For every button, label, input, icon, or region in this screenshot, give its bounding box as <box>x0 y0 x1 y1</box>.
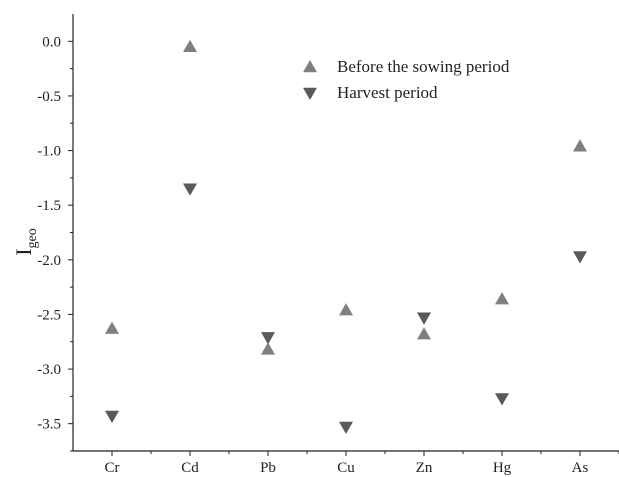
harvest-point <box>339 421 353 434</box>
x-tick-label: Cu <box>337 460 355 476</box>
y-tick-label: 0.0 <box>42 34 61 50</box>
legend: Before the sowing period Harvest period <box>303 57 510 102</box>
x-tick-label: Cr <box>105 460 120 476</box>
before-sowing-point <box>573 139 587 152</box>
harvest-point <box>105 410 119 424</box>
before-sowing-point <box>183 39 197 53</box>
x-tick-label: Zn <box>416 460 433 476</box>
x-tick-label: As <box>572 460 589 476</box>
y-tick-label: -1.0 <box>37 144 61 160</box>
x-tick-label: Pb <box>260 460 276 476</box>
y-tick-label: -3.0 <box>37 362 61 378</box>
y-tick-label: -1.5 <box>37 198 61 214</box>
y-axis-label-main: I <box>11 248 36 255</box>
data-markers <box>105 39 587 434</box>
legend-marker <box>303 87 317 100</box>
before-sowing-point <box>105 321 119 334</box>
x-ticks: Cr Cd Pb Cu Zn Hg As <box>105 451 619 476</box>
harvest-point <box>261 332 275 345</box>
y-axis-label: Igeo <box>11 228 40 256</box>
before-sowing-point <box>339 303 353 316</box>
y-axis-label-subscript: geo <box>25 228 40 248</box>
harvest-point <box>417 312 431 325</box>
y-tick-label: -0.5 <box>37 89 61 105</box>
y-tick-label: -2.5 <box>37 307 61 323</box>
x-tick-label: Cd <box>181 460 199 476</box>
axes <box>72 14 619 452</box>
before-sowing-point <box>261 342 275 355</box>
y-ticks: 0.0 -0.5 -1.0 -1.5 -2.0 -2.5 -3.0 -3.5 <box>37 34 73 452</box>
legend-marker <box>303 60 317 73</box>
before-sowing-point <box>417 327 431 340</box>
harvest-point <box>495 393 509 406</box>
x-tick-label: Hg <box>493 460 512 476</box>
y-tick-label: -3.5 <box>37 417 61 433</box>
y-tick-label: -2.0 <box>37 253 61 269</box>
legend-label: Before the sowing period <box>337 57 510 76</box>
legend-label: Harvest period <box>337 83 438 102</box>
before-sowing-point <box>495 292 509 305</box>
harvest-point <box>183 183 197 196</box>
harvest-point <box>573 251 587 264</box>
